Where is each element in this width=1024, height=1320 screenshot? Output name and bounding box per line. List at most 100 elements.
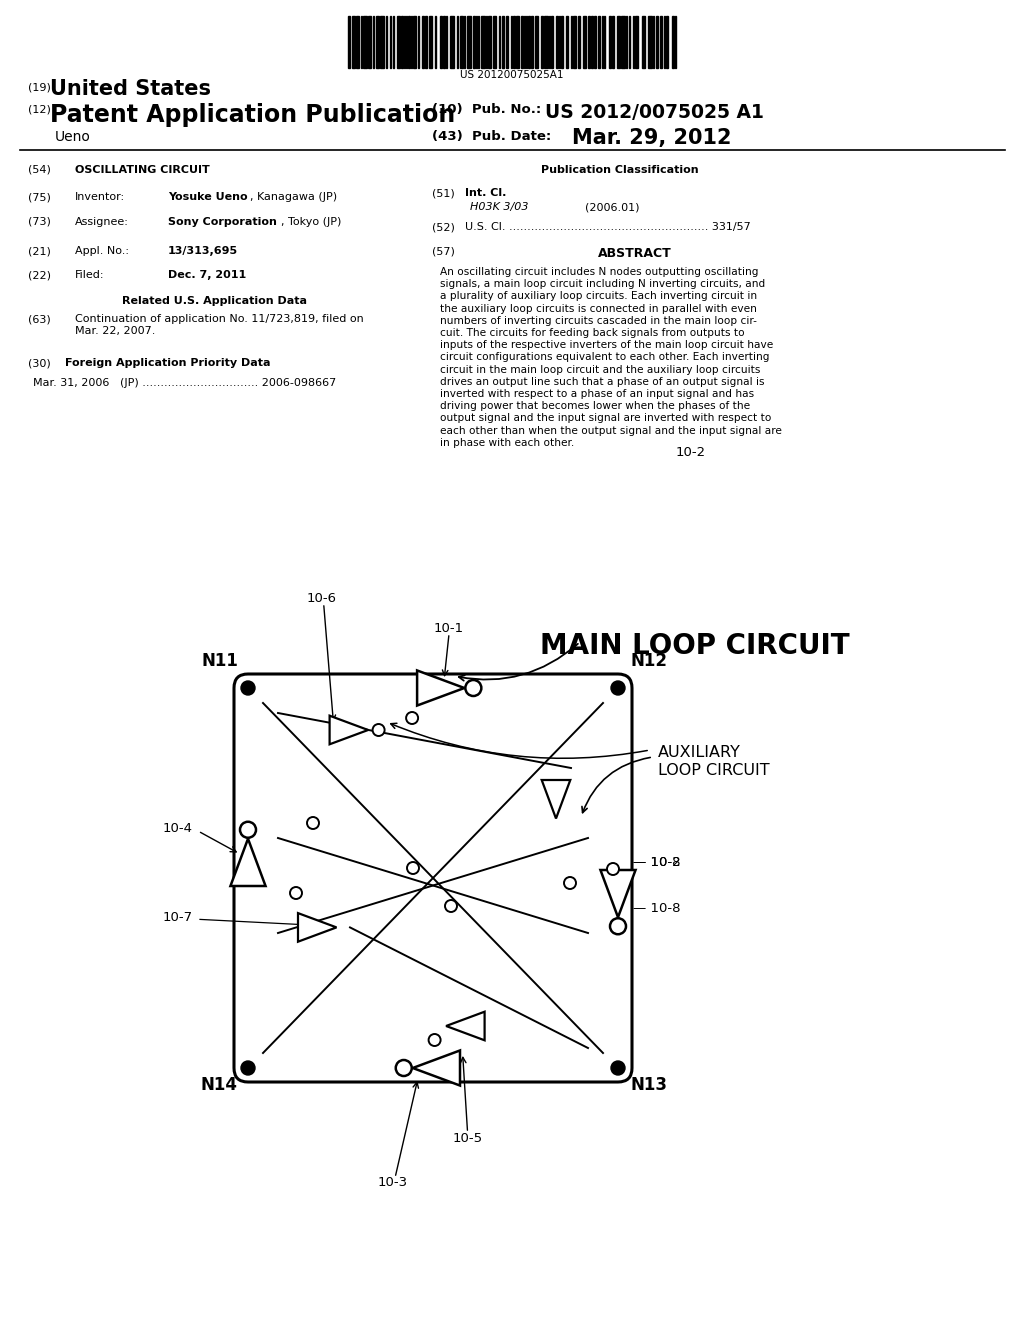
Bar bbox=[666, 16, 668, 69]
Polygon shape bbox=[542, 780, 570, 818]
Bar bbox=[348, 16, 350, 69]
Polygon shape bbox=[446, 1011, 484, 1040]
Circle shape bbox=[445, 900, 457, 912]
Bar bbox=[356, 16, 359, 69]
Text: AUXILIARY: AUXILIARY bbox=[658, 744, 741, 760]
Text: (43)  Pub. Date:: (43) Pub. Date: bbox=[432, 129, 551, 143]
Text: Mar. 22, 2007.: Mar. 22, 2007. bbox=[75, 326, 156, 337]
Text: output signal and the input signal are inverted with respect to: output signal and the input signal are i… bbox=[440, 413, 771, 424]
Text: MAIN LOOP CIRCUIT: MAIN LOOP CIRCUIT bbox=[540, 632, 850, 660]
Text: , Tokyo (JP): , Tokyo (JP) bbox=[281, 216, 341, 227]
Text: N14: N14 bbox=[201, 1076, 238, 1094]
Text: 10-2: 10-2 bbox=[676, 446, 707, 459]
Text: (30): (30) bbox=[28, 358, 51, 368]
Bar bbox=[488, 16, 490, 69]
Circle shape bbox=[395, 1060, 412, 1076]
Text: United States: United States bbox=[50, 79, 211, 99]
Text: signals, a main loop circuit including N inverting circuits, and: signals, a main loop circuit including N… bbox=[440, 280, 765, 289]
Bar bbox=[467, 16, 471, 69]
Bar bbox=[516, 16, 519, 69]
Bar bbox=[541, 16, 543, 69]
Bar bbox=[594, 16, 596, 69]
Bar bbox=[506, 16, 508, 69]
Bar bbox=[598, 16, 600, 69]
Text: (10)  Pub. No.:: (10) Pub. No.: bbox=[432, 103, 542, 116]
Bar bbox=[401, 16, 403, 69]
Circle shape bbox=[611, 681, 625, 696]
Text: Sony Corporation: Sony Corporation bbox=[168, 216, 276, 227]
Text: inputs of the respective inverters of the main loop circuit have: inputs of the respective inverters of th… bbox=[440, 341, 773, 350]
Text: Publication Classification: Publication Classification bbox=[542, 165, 698, 176]
Text: 13/313,695: 13/313,695 bbox=[168, 246, 239, 256]
Text: 10-6: 10-6 bbox=[306, 591, 337, 605]
Text: Inventor:: Inventor: bbox=[75, 191, 125, 202]
Text: Ueno: Ueno bbox=[55, 129, 91, 144]
Bar bbox=[502, 16, 504, 69]
Bar bbox=[635, 16, 638, 69]
Circle shape bbox=[610, 919, 626, 935]
Text: circuit configurations equivalent to each other. Each inverting: circuit configurations equivalent to eac… bbox=[440, 352, 769, 363]
Bar bbox=[380, 16, 384, 69]
Bar bbox=[376, 16, 379, 69]
Bar bbox=[408, 16, 410, 69]
Bar bbox=[481, 16, 485, 69]
Circle shape bbox=[307, 817, 319, 829]
Circle shape bbox=[429, 1034, 440, 1045]
Bar bbox=[578, 16, 580, 69]
Text: driving power that becomes lower when the phases of the: driving power that becomes lower when th… bbox=[440, 401, 751, 412]
Bar bbox=[460, 16, 463, 69]
Polygon shape bbox=[413, 1051, 460, 1085]
Text: Mar. 29, 2012: Mar. 29, 2012 bbox=[572, 128, 731, 148]
Text: (22): (22) bbox=[28, 271, 51, 280]
Bar bbox=[617, 16, 620, 69]
Bar bbox=[473, 16, 475, 69]
Text: Appl. No.:: Appl. No.: bbox=[75, 246, 129, 256]
Circle shape bbox=[564, 876, 575, 888]
Text: Related U.S. Application Data: Related U.S. Application Data bbox=[123, 296, 307, 306]
Text: (21): (21) bbox=[28, 246, 51, 256]
Text: Filed:: Filed: bbox=[75, 271, 104, 280]
Circle shape bbox=[241, 1061, 255, 1074]
Text: Continuation of application No. 11/723,819, filed on: Continuation of application No. 11/723,8… bbox=[75, 314, 364, 323]
Bar bbox=[425, 16, 427, 69]
Polygon shape bbox=[330, 715, 368, 744]
Circle shape bbox=[373, 723, 385, 737]
Polygon shape bbox=[417, 671, 464, 706]
Bar bbox=[531, 16, 534, 69]
Polygon shape bbox=[298, 913, 337, 941]
Text: drives an output line such that a phase of an output signal is: drives an output line such that a phase … bbox=[440, 376, 765, 387]
Bar bbox=[612, 16, 614, 69]
Text: — 10-8: — 10-8 bbox=[633, 857, 681, 870]
Text: An oscillating circuit includes N nodes outputting oscillating: An oscillating circuit includes N nodes … bbox=[440, 267, 759, 277]
Text: Yosuke Ueno: Yosuke Ueno bbox=[168, 191, 248, 202]
Bar bbox=[521, 16, 523, 69]
Text: LOOP CIRCUIT: LOOP CIRCUIT bbox=[658, 763, 770, 777]
Bar bbox=[352, 16, 355, 69]
Bar bbox=[556, 16, 558, 69]
Text: US 2012/0075025 A1: US 2012/0075025 A1 bbox=[545, 103, 764, 121]
Text: 10-4: 10-4 bbox=[163, 822, 193, 836]
Bar bbox=[642, 16, 645, 69]
Text: N12: N12 bbox=[630, 652, 667, 671]
Circle shape bbox=[607, 863, 618, 875]
Text: (JP) ................................ 2006-098667: (JP) ................................ 20… bbox=[120, 378, 336, 388]
Bar bbox=[513, 16, 515, 69]
Bar bbox=[583, 16, 586, 69]
Text: — 10-2: — 10-2 bbox=[633, 855, 681, 869]
Bar bbox=[535, 16, 538, 69]
Circle shape bbox=[407, 862, 419, 874]
Bar bbox=[609, 16, 611, 69]
Text: (54): (54) bbox=[28, 165, 51, 176]
Bar bbox=[440, 16, 442, 69]
Text: (2006.01): (2006.01) bbox=[585, 202, 640, 213]
Circle shape bbox=[611, 1061, 625, 1074]
Text: (73): (73) bbox=[28, 216, 51, 227]
Circle shape bbox=[241, 681, 255, 696]
Text: Dec. 7, 2011: Dec. 7, 2011 bbox=[168, 271, 246, 280]
Text: (57): (57) bbox=[432, 247, 455, 257]
Text: (19): (19) bbox=[28, 82, 51, 92]
Bar bbox=[561, 16, 563, 69]
Bar bbox=[660, 16, 662, 69]
Text: H03K 3/03: H03K 3/03 bbox=[470, 202, 528, 213]
Text: 10-1: 10-1 bbox=[434, 622, 464, 635]
